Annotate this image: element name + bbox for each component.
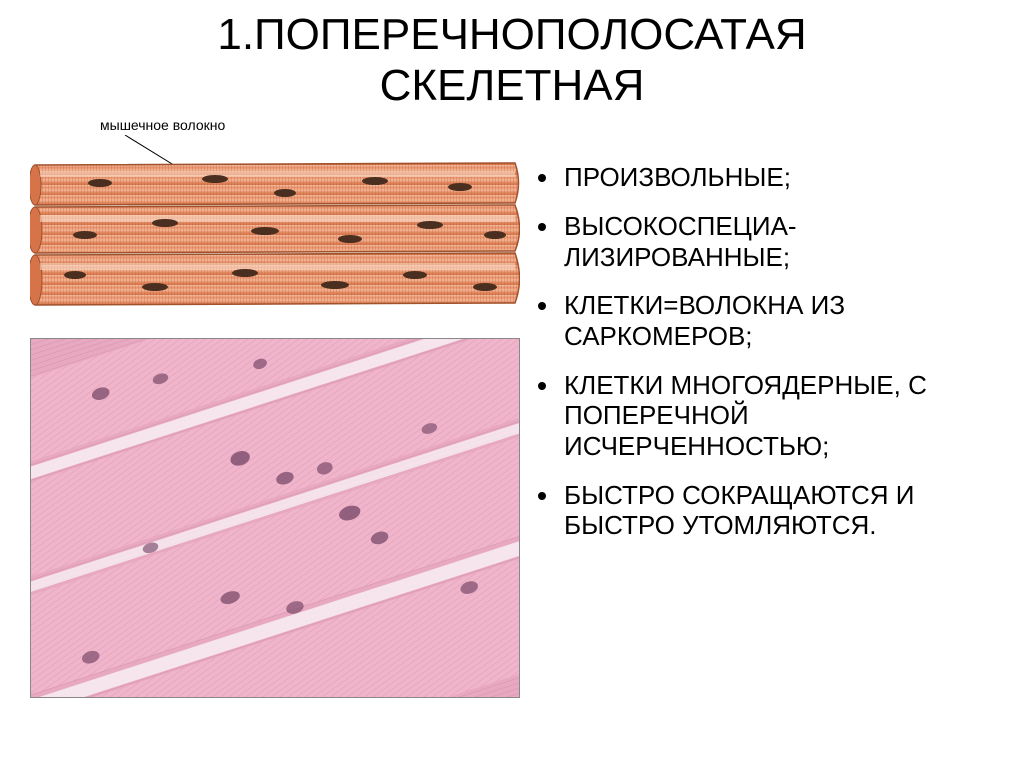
bullet-item: ПРОИЗВОЛЬНЫЕ; xyxy=(530,162,994,193)
diagram1-label: мышечное волокно xyxy=(100,117,520,133)
title-line-1: 1.ПОПЕРЕЧНОПОЛОСАТАЯ xyxy=(217,10,806,59)
muscle-fiber-diagram xyxy=(30,135,520,330)
slide-title: 1.ПОПЕРЕЧНОПОЛОСАТАЯ СКЕЛЕТНАЯ xyxy=(30,10,994,111)
bullet-item: БЫСТРО СОКРАЩАЮТСЯ И БЫСТРО УТОМЛЯЮТСЯ. xyxy=(530,480,994,541)
bullet-item: ВЫСОКОСПЕЦИА-ЛИЗИРОВАННЫЕ; xyxy=(530,211,994,272)
histology-micrograph xyxy=(30,338,520,698)
bullet-list: ПРОИЗВОЛЬНЫЕ; ВЫСОКОСПЕЦИА-ЛИЗИРОВАННЫЕ;… xyxy=(530,162,994,541)
bullet-item: КЛЕТКИ=ВОЛОКНА ИЗ САРКОМЕРОВ; xyxy=(530,290,994,351)
slide: 1.ПОПЕРЕЧНОПОЛОСАТАЯ СКЕЛЕТНАЯ мышечное … xyxy=(0,0,1024,767)
content-row: мышечное волокно xyxy=(30,117,994,698)
right-column: ПРОИЗВОЛЬНЫЕ; ВЫСОКОСПЕЦИА-ЛИЗИРОВАННЫЕ;… xyxy=(530,117,994,698)
bullet-item: КЛЕТКИ МНОГОЯДЕРНЫЕ, С ПОПЕРЕЧНОЙ ИСЧЕРЧ… xyxy=(530,370,994,462)
title-line-2: СКЕЛЕТНАЯ xyxy=(380,61,645,110)
micrograph-svg xyxy=(31,339,519,697)
left-column: мышечное волокно xyxy=(30,117,520,698)
fiber-illustration xyxy=(30,135,520,330)
